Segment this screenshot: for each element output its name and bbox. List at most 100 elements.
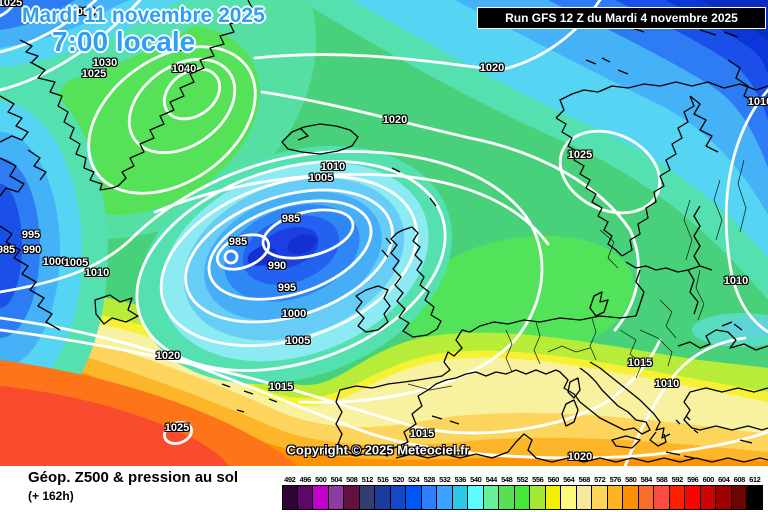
legend-cell: 544 xyxy=(483,475,499,510)
legend-value: 556 xyxy=(532,475,544,484)
legend-swatch xyxy=(545,485,561,510)
legend-swatch xyxy=(483,485,499,510)
legend-cell: 548 xyxy=(499,475,515,510)
legend-swatch xyxy=(716,485,732,510)
legend-swatch xyxy=(452,485,468,510)
legend-cell: 568 xyxy=(576,475,592,510)
legend-swatch xyxy=(607,485,623,510)
legend-value: 564 xyxy=(563,475,575,484)
legend-value: 496 xyxy=(299,475,312,484)
legend-value: 536 xyxy=(454,475,467,484)
isobar-label: 990 xyxy=(267,260,287,272)
copyright-text: Copyright © 2025 Meteociel.fr xyxy=(286,442,470,458)
legend-swatch xyxy=(437,485,453,510)
valid-date-text: Mardi 11 novembre 2025 xyxy=(22,4,265,27)
isobar-label: 1025 xyxy=(0,0,23,9)
isobar-label: 1015 xyxy=(409,428,435,440)
legend-swatch xyxy=(421,485,437,510)
legend-value: 548 xyxy=(501,475,513,484)
legend-value: 504 xyxy=(330,475,343,484)
legend-cell: 612 xyxy=(747,475,763,510)
isobar-label: 1010 xyxy=(320,161,346,173)
legend-value: 584 xyxy=(640,475,653,484)
isobar-label: 1015 xyxy=(268,381,294,393)
legend-cell: 564 xyxy=(561,475,577,510)
legend-cell: 592 xyxy=(669,475,685,510)
legend-swatch xyxy=(654,485,670,510)
legend-value: 588 xyxy=(656,475,668,484)
legend-value: 612 xyxy=(749,475,761,484)
legend-value: 492 xyxy=(284,475,296,484)
map-graphic xyxy=(0,0,768,466)
legend-value: 596 xyxy=(687,475,699,484)
isobar-label: 1010 xyxy=(84,267,110,279)
legend-swatch xyxy=(297,485,313,510)
legend-cell: 536 xyxy=(452,475,468,510)
legend-swatch xyxy=(499,485,515,510)
isobar-label: 985 xyxy=(281,213,301,225)
legend-value: 528 xyxy=(423,475,436,484)
legend-swatch xyxy=(669,485,685,510)
isobar-label: 990 xyxy=(22,244,42,256)
legend-swatch xyxy=(731,485,747,510)
legend-swatch xyxy=(328,485,344,510)
legend-cell: 572 xyxy=(592,475,608,510)
model-run-box: Run GFS 12 Z du Mardi 4 novembre 2025 xyxy=(477,7,766,29)
isobar-label: 1030 xyxy=(92,57,118,69)
forecast-hour: (+ 162h) xyxy=(28,489,74,503)
legend-value: 512 xyxy=(361,475,374,484)
isobar-label: 1040 xyxy=(171,63,197,75)
isobar-label: 1005 xyxy=(285,335,311,347)
legend-value: 508 xyxy=(346,475,358,484)
isobar-label: 1000 xyxy=(42,256,68,268)
isobar-label: 1020 xyxy=(155,350,181,362)
legend-swatch xyxy=(592,485,608,510)
legend-swatch xyxy=(561,485,577,510)
legend-cell: 608 xyxy=(731,475,747,510)
legend-cell: 552 xyxy=(514,475,530,510)
isobar-label: 1015 xyxy=(627,357,653,369)
isobar-label: 1030 xyxy=(70,6,96,18)
legend-cell: 520 xyxy=(390,475,406,510)
legend-cell: 604 xyxy=(716,475,732,510)
isobar-label: 1020 xyxy=(567,451,593,463)
isobar-label: 1025 xyxy=(81,68,107,80)
color-scale-legend: 492 496 500 504 508 512 516 520 524 528 532 536 540 5… xyxy=(282,475,763,510)
legend-cell: 588 xyxy=(654,475,670,510)
valid-time-text: 7:00 locale xyxy=(52,26,196,57)
isobar-label: 1025 xyxy=(567,149,593,161)
isobar-label: 1020 xyxy=(479,62,505,74)
legend-swatch xyxy=(375,485,391,510)
legend-value: 524 xyxy=(408,475,420,484)
legend-value: 520 xyxy=(392,475,405,484)
legend-swatch xyxy=(700,485,716,510)
legend-cell: 540 xyxy=(468,475,484,510)
footer-bar: Géop. Z500 & pression au sol (+ 162h) 49… xyxy=(0,466,768,512)
legend-swatch xyxy=(390,485,406,510)
legend-swatch xyxy=(685,485,701,510)
legend-cell: 512 xyxy=(359,475,375,510)
legend-value: 500 xyxy=(315,475,327,484)
isobar-label: 1000 xyxy=(281,308,307,320)
isobar-label: 1005 xyxy=(308,172,334,184)
legend-swatch xyxy=(359,485,375,510)
legend-cell: 596 xyxy=(685,475,701,510)
legend-swatch xyxy=(468,485,484,510)
legend-cell: 528 xyxy=(421,475,437,510)
legend-value: 572 xyxy=(594,475,606,484)
legend-cell: 516 xyxy=(375,475,391,510)
legend-cell: 556 xyxy=(530,475,546,510)
legend-value: 552 xyxy=(516,475,529,484)
isobar-label: 995 xyxy=(277,282,297,294)
legend-value: 516 xyxy=(377,475,389,484)
legend-cell: 504 xyxy=(328,475,344,510)
legend-swatch xyxy=(282,485,298,510)
legend-cell: 580 xyxy=(623,475,639,510)
legend-cell: 508 xyxy=(344,475,360,510)
legend-value: 540 xyxy=(470,475,482,484)
legend-value: 576 xyxy=(609,475,622,484)
legend-swatch xyxy=(623,485,639,510)
legend-cell: 524 xyxy=(406,475,422,510)
isobar-label: 1010 xyxy=(723,275,749,287)
